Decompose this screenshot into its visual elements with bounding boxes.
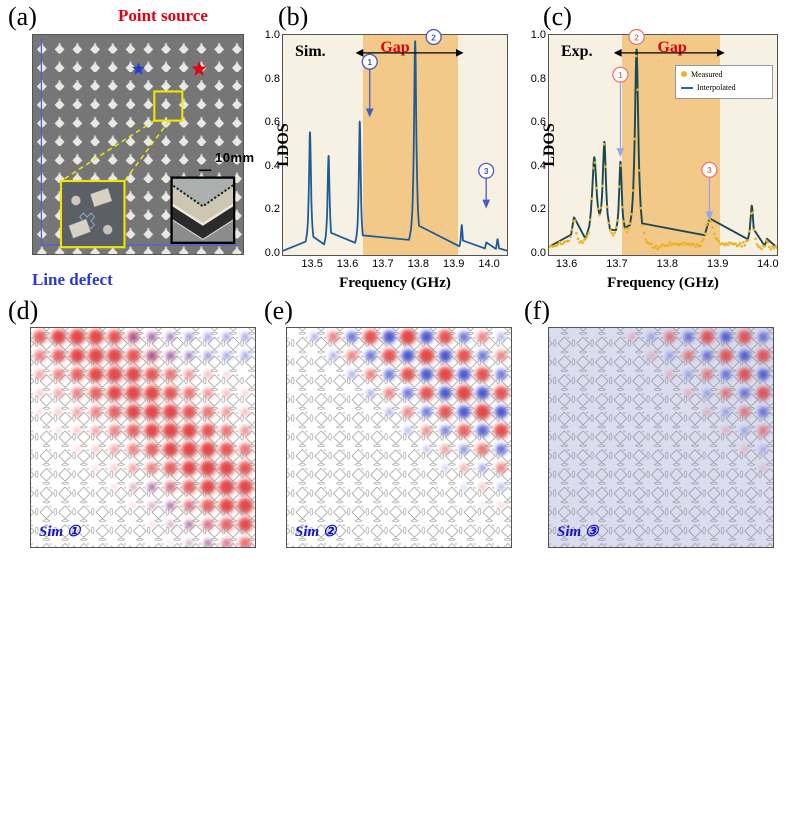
svg-text:3: 3 <box>707 165 712 175</box>
svg-text:1: 1 <box>618 70 623 80</box>
svg-text:2: 2 <box>634 33 639 43</box>
svg-text:1: 1 <box>367 57 372 67</box>
svg-text:2: 2 <box>431 32 436 42</box>
svg-text:3: 3 <box>484 166 489 176</box>
